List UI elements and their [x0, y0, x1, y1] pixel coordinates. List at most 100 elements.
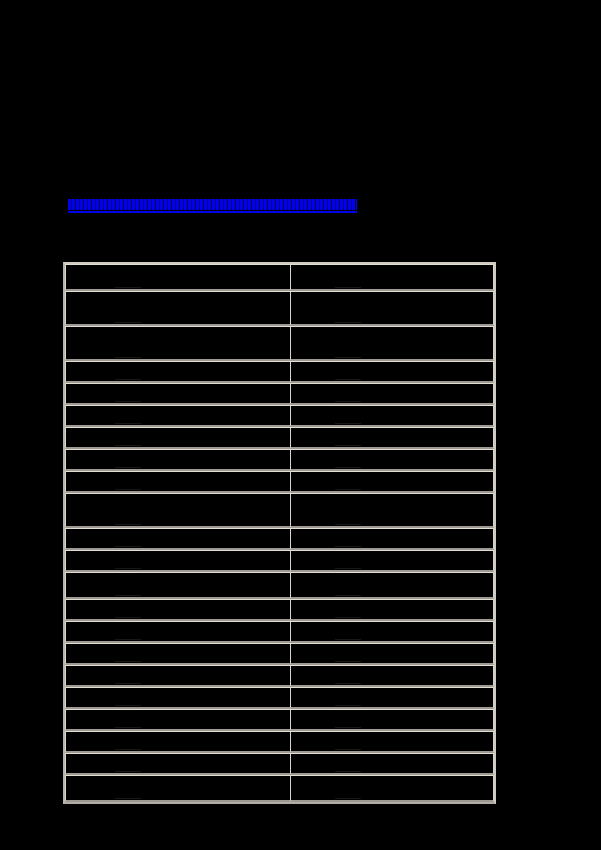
redacted-cell-content [66, 732, 290, 751]
redacted-cell-content [66, 327, 290, 359]
redacted-cell-content [291, 265, 493, 289]
redacted-cell-content [291, 732, 493, 751]
residual-ink-mark [66, 265, 290, 289]
table-cell-left [65, 550, 291, 572]
table-cell-right [291, 572, 494, 599]
table-cell-left [65, 291, 291, 326]
redacted-cell-content [291, 644, 493, 663]
table-row [65, 471, 494, 493]
table-cell-right [291, 665, 494, 687]
table-cell-right [291, 731, 494, 753]
residual-ink-mark [66, 754, 290, 773]
redacted-cell-content [66, 644, 290, 663]
table-cell-right [291, 405, 494, 427]
table-row [65, 709, 494, 731]
table-cell-right [291, 493, 494, 528]
redacted-cell-content [66, 622, 290, 641]
redacted-cell-content [66, 600, 290, 619]
redacted-cell-content [291, 406, 493, 425]
table-cell-left [65, 326, 291, 361]
redacted-cell-content [66, 529, 290, 548]
residual-ink-mark [66, 573, 290, 597]
redacted-cell-content [66, 265, 290, 289]
table-row [65, 731, 494, 753]
residual-ink-mark [291, 265, 493, 289]
redacted-heading-text [68, 199, 357, 210]
table-row [65, 291, 494, 326]
table-cell-left [65, 775, 291, 802]
residual-ink-mark [291, 472, 493, 491]
redacted-cell-content [291, 472, 493, 491]
residual-ink-mark [291, 644, 493, 663]
table-cell-right [291, 621, 494, 643]
table-row [65, 449, 494, 471]
redacted-cell-content [66, 450, 290, 469]
table-cell-left [65, 753, 291, 775]
redacted-cell-content [291, 428, 493, 447]
table-row [65, 427, 494, 449]
residual-ink-mark [291, 732, 493, 751]
redacted-cell-content [66, 666, 290, 685]
table-cell-right [291, 550, 494, 572]
residual-ink-mark [291, 622, 493, 641]
table-row [65, 550, 494, 572]
table-row [65, 528, 494, 550]
residual-ink-mark [66, 622, 290, 641]
table-cell-left [65, 528, 291, 550]
residual-ink-mark [291, 450, 493, 469]
table-cell-left [65, 264, 291, 291]
redacted-cell-content [66, 776, 290, 800]
residual-ink-mark [291, 327, 493, 359]
table-cell-left [65, 493, 291, 528]
residual-ink-mark [66, 776, 290, 800]
table-row [65, 621, 494, 643]
redacted-cell-content [291, 494, 493, 526]
residual-ink-mark [291, 494, 493, 526]
residual-ink-mark [66, 450, 290, 469]
table-row [65, 383, 494, 405]
residual-ink-mark [66, 494, 290, 526]
redacted-cell-content [66, 688, 290, 707]
redacted-cell-content [291, 622, 493, 641]
table-row [65, 493, 494, 528]
document-heading-link[interactable] [68, 199, 357, 214]
heading-underline [68, 211, 357, 213]
redacted-cell-content [66, 754, 290, 773]
table-cell-right [291, 383, 494, 405]
table-cell-left [65, 643, 291, 665]
table-cell-left [65, 361, 291, 383]
residual-ink-mark [66, 732, 290, 751]
table-cell-left [65, 471, 291, 493]
residual-ink-mark [291, 600, 493, 619]
residual-ink-mark [66, 666, 290, 685]
table-cell-right [291, 687, 494, 709]
residual-ink-mark [291, 666, 493, 685]
table-cell-left [65, 731, 291, 753]
table-cell-right [291, 471, 494, 493]
table-cell-left [65, 449, 291, 471]
table-row [65, 326, 494, 361]
residual-ink-mark [291, 551, 493, 570]
residual-ink-mark [291, 384, 493, 403]
table-row [65, 572, 494, 599]
redacted-cell-content [291, 362, 493, 381]
table-row [65, 643, 494, 665]
table-row [65, 361, 494, 383]
redacted-cell-content [66, 573, 290, 597]
table-row [65, 599, 494, 621]
table-cell-left [65, 572, 291, 599]
table-cell-right [291, 427, 494, 449]
redacted-cell-content [66, 472, 290, 491]
residual-ink-mark [66, 327, 290, 359]
redacted-cell-content [291, 573, 493, 597]
redacted-cell-content [66, 551, 290, 570]
table-cell-left [65, 665, 291, 687]
redacted-cell-content [66, 710, 290, 729]
residual-ink-mark [66, 710, 290, 729]
redacted-cell-content [66, 292, 290, 324]
table-cell-left [65, 599, 291, 621]
table-cell-right [291, 528, 494, 550]
residual-ink-mark [291, 754, 493, 773]
residual-ink-mark [66, 428, 290, 447]
